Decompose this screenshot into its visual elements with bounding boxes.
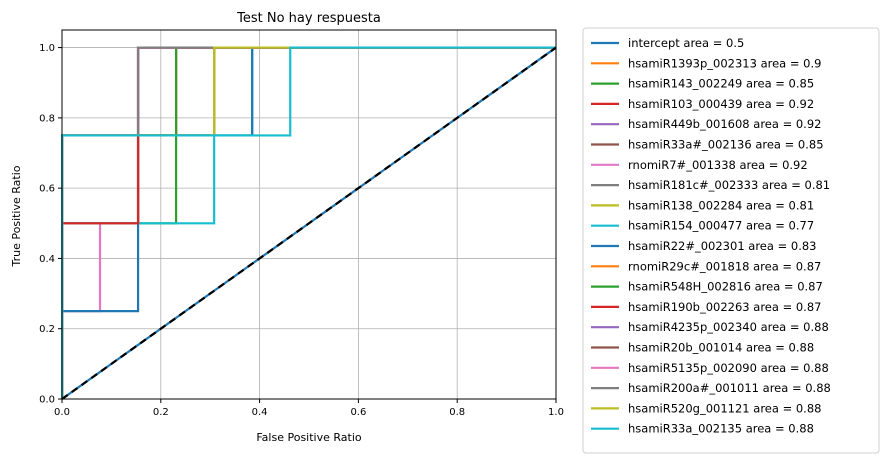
y-tick-label: 0.2 [39, 324, 55, 335]
legend-label: rnomiR7#_001338 area = 0.92 [628, 158, 808, 172]
y-tick-label: 0.0 [39, 395, 55, 406]
axes: 0.0 0.2 0.4 0.6 0.8 1.0 0.0 0.2 0.4 0.6 0.8 1.0 [39, 29, 564, 418]
legend-label: hsamiR520g_001121 area = 0.88 [628, 401, 821, 415]
legend-label: hsamiR449b_001608 area = 0.92 [628, 117, 821, 131]
x-tick-label: 0.2 [153, 407, 169, 418]
y-tick-label: 0.8 [39, 113, 55, 124]
legend-label: hsamiR138_002284 area = 0.81 [628, 198, 814, 212]
x-axis-label: False Positive Ratio [256, 431, 362, 444]
legend-label: hsamiR154_000477 area = 0.77 [628, 219, 814, 233]
plot-area [61, 46, 557, 400]
legend-label: intercept area = 0.5 [628, 36, 744, 50]
chart-title: Test No hay respuesta [236, 11, 381, 26]
y-tick-label: 0.4 [39, 254, 55, 265]
legend-box [582, 27, 880, 454]
legend-label: hsamiR33a_002135 area = 0.88 [628, 422, 814, 436]
legend-label: hsamiR5135p_002090 area = 0.88 [628, 361, 829, 375]
legend-label: hsamiR143_002249 area = 0.85 [628, 77, 814, 91]
y-tick-label: 1.0 [39, 43, 55, 54]
x-tick-label: 0.6 [350, 407, 366, 418]
y-axis-label: True Positive Ratio [10, 165, 23, 267]
legend-label: hsamiR1393p_002313 area = 0.9 [628, 56, 821, 70]
legend-label: hsamiR190b_002263 area = 0.87 [628, 300, 821, 314]
legend-label: hsamiR22#_002301 area = 0.83 [628, 239, 817, 253]
x-tick-label: 0.4 [252, 407, 268, 418]
legend-label: hsamiR4235p_002340 area = 0.88 [628, 320, 829, 334]
legend-label: hsamiR200a#_001011 area = 0.88 [628, 381, 831, 395]
x-tick-label: 1.0 [548, 407, 564, 418]
x-tick-label: 0.8 [449, 407, 465, 418]
legend-label: hsamiR20b_001014 area = 0.88 [628, 341, 814, 355]
legend-label: hsamiR33a#_002136 area = 0.85 [628, 138, 824, 152]
legend: intercept area = 0.5 hsamiR1393p_002313 a… [582, 27, 880, 454]
legend-label: rnomiR29c#_001818 area = 0.87 [628, 259, 821, 273]
legend-label: hsamiR548H_002816 area = 0.87 [628, 280, 823, 294]
grid [61, 30, 557, 400]
chance-reference-line [61, 46, 557, 400]
legend-label: hsamiR103_000439 area = 0.92 [628, 97, 814, 111]
plot-frame [61, 29, 557, 400]
y-tick-label: 0.6 [39, 184, 55, 195]
x-tick-label: 0.0 [54, 407, 70, 418]
legend-label: hsamiR181c#_002333 area = 0.81 [628, 178, 830, 192]
